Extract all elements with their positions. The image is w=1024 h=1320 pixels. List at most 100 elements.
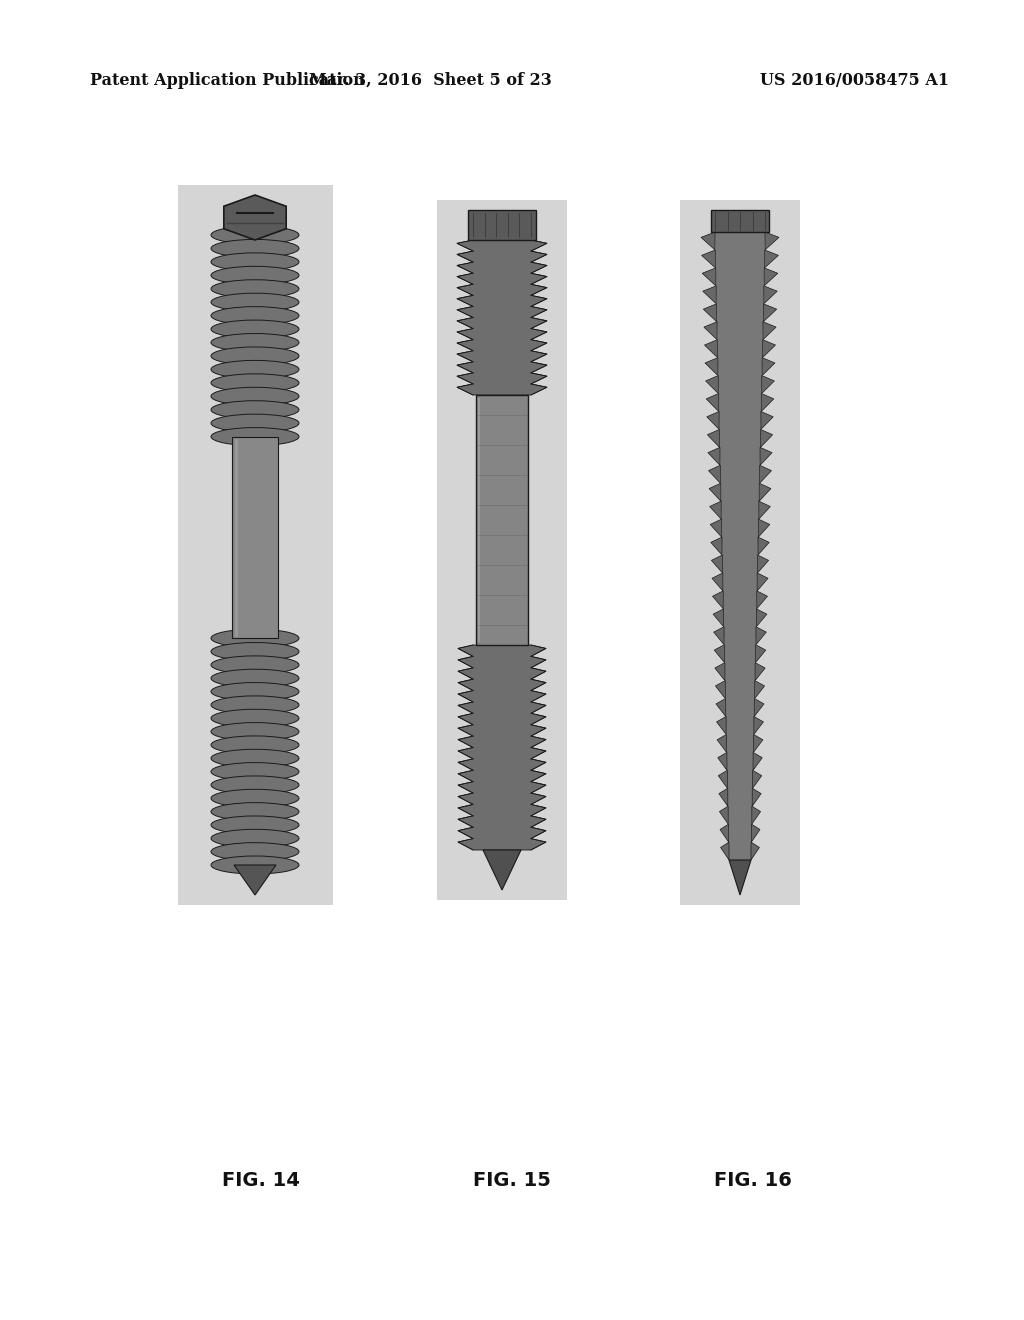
Polygon shape [710, 502, 721, 519]
Polygon shape [706, 358, 718, 376]
Ellipse shape [211, 803, 299, 821]
Ellipse shape [211, 656, 299, 675]
Polygon shape [752, 824, 760, 842]
Polygon shape [709, 465, 720, 483]
Ellipse shape [211, 750, 299, 767]
Bar [483, 240, 521, 395]
Polygon shape [721, 842, 729, 861]
Polygon shape [709, 483, 721, 502]
Polygon shape [715, 232, 765, 861]
Polygon shape [756, 627, 766, 644]
Polygon shape [224, 195, 286, 240]
Ellipse shape [211, 306, 299, 325]
Polygon shape [234, 865, 276, 895]
Polygon shape [714, 627, 724, 644]
Polygon shape [754, 717, 764, 734]
Ellipse shape [211, 842, 299, 861]
Polygon shape [760, 447, 772, 465]
Polygon shape [719, 788, 728, 807]
Text: FIG. 15: FIG. 15 [473, 1171, 551, 1189]
Polygon shape [729, 861, 751, 895]
Ellipse shape [211, 253, 299, 271]
Ellipse shape [211, 401, 299, 418]
Polygon shape [705, 339, 718, 358]
Polygon shape [713, 591, 723, 609]
Polygon shape [716, 681, 725, 698]
Text: FIG. 14: FIG. 14 [222, 1171, 300, 1189]
Ellipse shape [211, 682, 299, 701]
Polygon shape [708, 447, 720, 465]
Polygon shape [751, 842, 760, 861]
Polygon shape [711, 519, 722, 537]
Polygon shape [458, 645, 546, 850]
Text: FIG. 16: FIG. 16 [714, 1171, 792, 1189]
Ellipse shape [211, 696, 299, 714]
Polygon shape [483, 850, 521, 890]
Ellipse shape [211, 816, 299, 834]
Polygon shape [759, 519, 770, 537]
Polygon shape [757, 573, 768, 591]
Ellipse shape [211, 776, 299, 793]
Bar [476, 395, 528, 645]
Polygon shape [703, 322, 717, 339]
Ellipse shape [211, 374, 299, 392]
Polygon shape [758, 537, 769, 554]
Polygon shape [758, 554, 769, 573]
Ellipse shape [211, 855, 299, 874]
Polygon shape [765, 232, 779, 249]
Polygon shape [707, 412, 719, 429]
Polygon shape [718, 771, 727, 788]
Polygon shape [762, 376, 774, 393]
Polygon shape [754, 734, 763, 752]
Polygon shape [716, 698, 726, 717]
Bar [680, 201, 800, 906]
Ellipse shape [211, 630, 299, 647]
Polygon shape [761, 412, 773, 429]
Bar [468, 210, 536, 240]
Polygon shape [761, 429, 773, 447]
Ellipse shape [211, 829, 299, 847]
Bar [234, 235, 276, 865]
Ellipse shape [211, 293, 299, 312]
Polygon shape [756, 644, 766, 663]
Text: Mar. 3, 2016  Sheet 5 of 23: Mar. 3, 2016 Sheet 5 of 23 [308, 73, 551, 88]
Ellipse shape [211, 347, 299, 364]
Bar [483, 645, 521, 850]
Polygon shape [713, 609, 724, 627]
Ellipse shape [211, 226, 299, 244]
Polygon shape [755, 663, 765, 681]
Polygon shape [717, 717, 726, 734]
Ellipse shape [211, 709, 299, 727]
Polygon shape [720, 807, 728, 824]
Text: Patent Application Publication: Patent Application Publication [90, 73, 365, 88]
Polygon shape [702, 286, 716, 304]
Polygon shape [763, 304, 776, 322]
Ellipse shape [211, 737, 299, 754]
Polygon shape [753, 788, 761, 807]
Polygon shape [712, 573, 723, 591]
Text: US 2016/0058475 A1: US 2016/0058475 A1 [760, 73, 949, 88]
Bar [711, 210, 769, 232]
Ellipse shape [211, 319, 299, 338]
Ellipse shape [211, 428, 299, 446]
Polygon shape [712, 554, 722, 573]
Polygon shape [708, 429, 720, 447]
Ellipse shape [211, 789, 299, 808]
Ellipse shape [211, 360, 299, 379]
Polygon shape [762, 358, 775, 376]
Polygon shape [457, 240, 547, 395]
Ellipse shape [211, 334, 299, 351]
Polygon shape [765, 249, 778, 268]
Polygon shape [757, 591, 767, 609]
Polygon shape [702, 268, 716, 286]
Ellipse shape [211, 763, 299, 780]
Polygon shape [761, 393, 774, 412]
Polygon shape [752, 807, 761, 824]
Polygon shape [763, 322, 776, 339]
Ellipse shape [211, 239, 299, 257]
Polygon shape [755, 698, 764, 717]
Ellipse shape [211, 722, 299, 741]
Polygon shape [763, 339, 775, 358]
Ellipse shape [211, 414, 299, 432]
Polygon shape [755, 681, 765, 698]
